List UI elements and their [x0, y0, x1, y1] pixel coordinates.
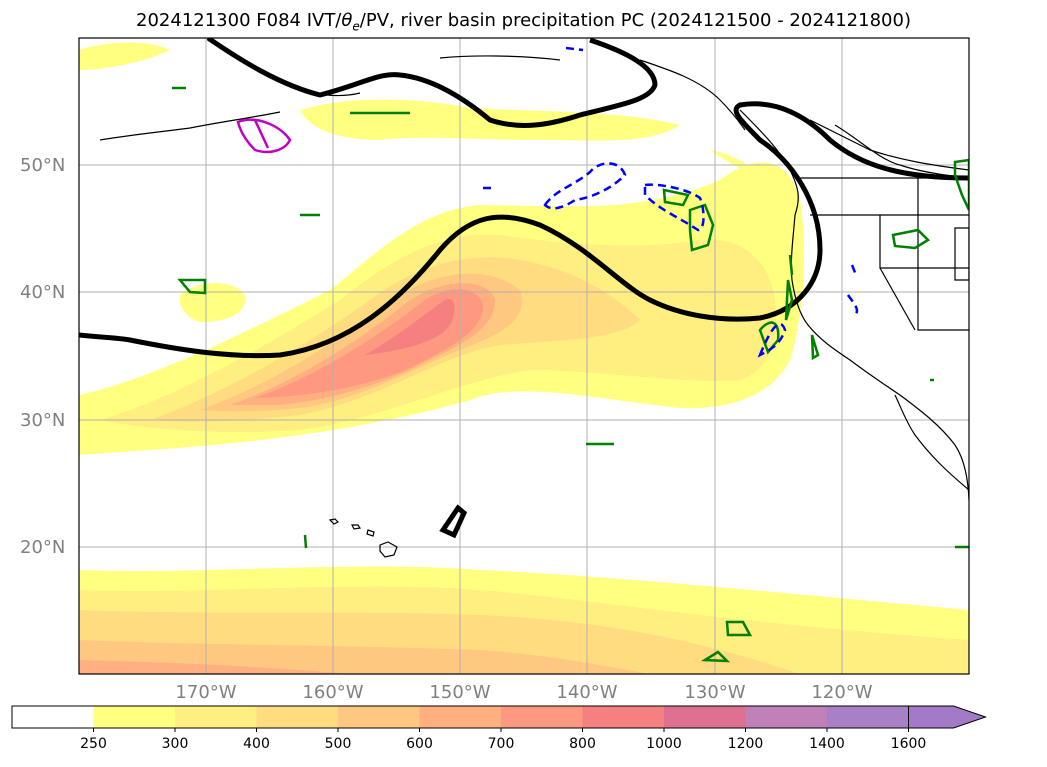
hawaii-islands [328, 518, 398, 558]
colorbar-segment [256, 706, 339, 728]
lon-label: 120°W [811, 682, 872, 703]
lon-label: 140°W [556, 682, 617, 703]
lat-label: 30°N [20, 410, 65, 431]
map-area [79, 38, 969, 674]
colorbar-segment [12, 706, 94, 728]
lon-label: 130°W [684, 682, 745, 703]
colorbar-segment [501, 706, 583, 728]
precip-contours-negative [483, 46, 859, 358]
colorbar-tick-label: 1400 [809, 736, 845, 752]
colorbar-segment [93, 706, 176, 728]
lon-label: 170°W [175, 682, 236, 703]
colorbar-segment [745, 706, 828, 728]
lat-label: 50°N [20, 155, 65, 176]
map-title: 2024121300 F084 IVT/θe/PV, river basin p… [136, 10, 911, 34]
colorbar-tick-label: 500 [325, 736, 352, 752]
ivt-atmospheric-river [79, 162, 805, 455]
precip-contour-magenta [236, 118, 292, 154]
lat-label: 20°N [20, 537, 65, 558]
lat-label: 40°N [20, 282, 65, 303]
colorbar-tick-label: 800 [569, 736, 596, 752]
colorbar-segment [338, 706, 420, 728]
lon-label: 160°W [302, 682, 363, 703]
longitude-labels: 170°W 160°W 150°W 140°W 130°W 120°W [175, 682, 872, 703]
precip-contours-positive [172, 86, 969, 663]
colorbar-segment [582, 706, 665, 728]
colorbar-tick-label: 1600 [891, 736, 927, 752]
colorbar-tick-label: 1000 [646, 736, 682, 752]
latitude-labels: 50°N 40°N 30°N 20°N [20, 155, 65, 558]
colorbar-segment [419, 706, 502, 728]
pv-contours [79, 38, 969, 539]
colorbar-border [11, 705, 909, 729]
colorbar: 250 300 400 500 600 700 800 1000 1200 1400 1600 [11, 705, 988, 752]
colorbar-segment [175, 706, 257, 728]
colorbar-segment [664, 706, 746, 728]
colorbar-tick-label: 1200 [728, 736, 764, 752]
ivt-southern-band [79, 566, 969, 674]
colorbar-tick-label: 600 [406, 736, 433, 752]
colorbar-tick-label: 250 [80, 736, 107, 752]
colorbar-segment [827, 706, 909, 728]
colorbar-tick-label: 400 [243, 736, 270, 752]
colorbar-extend-arrow [908, 705, 988, 729]
colorbar-tick-label: 300 [162, 736, 189, 752]
colorbar-tick-label: 700 [488, 736, 515, 752]
lon-label: 150°W [429, 682, 490, 703]
map-gridlines [79, 38, 969, 674]
map-border [78, 37, 970, 675]
